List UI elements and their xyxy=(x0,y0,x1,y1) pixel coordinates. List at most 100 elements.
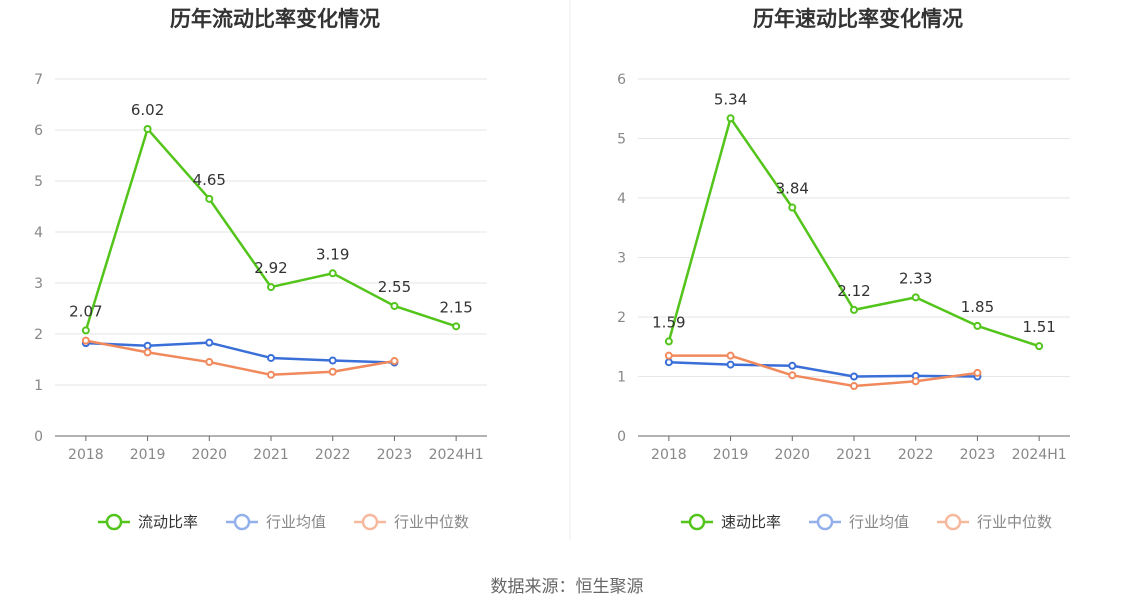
data-point xyxy=(726,360,735,369)
y-tick-label: 3 xyxy=(617,251,626,267)
data-point xyxy=(267,283,275,292)
data-point xyxy=(143,348,152,357)
data-point xyxy=(973,368,982,377)
data-point xyxy=(143,341,152,350)
data-label: 5.34 xyxy=(714,90,747,108)
data-label: 6.02 xyxy=(131,101,164,119)
legend-label: 行业均值 xyxy=(266,513,326,531)
data-point xyxy=(328,356,337,365)
data-label: 2.07 xyxy=(69,302,102,320)
data-label: 3.84 xyxy=(776,180,809,198)
legend-marker xyxy=(944,513,962,531)
series-行业中位数 xyxy=(664,351,982,391)
legend-label: 行业中位数 xyxy=(977,513,1052,531)
data-point xyxy=(726,351,735,360)
data-source-text: 数据来源：恒生聚源 xyxy=(491,577,644,597)
y-tick-label: 4 xyxy=(34,225,43,241)
legend-marker xyxy=(233,513,251,531)
data-point xyxy=(850,305,858,314)
legend-marker xyxy=(816,513,834,531)
y-tick-label: 2 xyxy=(34,327,43,343)
x-tick-label: 2021 xyxy=(836,447,872,463)
legend-item-行业中位数[interactable]: 行业中位数 xyxy=(937,513,1052,531)
data-point xyxy=(911,293,920,302)
data-point xyxy=(452,322,461,331)
data-point xyxy=(788,371,797,380)
data-label: 1.85 xyxy=(961,298,994,316)
data-label: 2.15 xyxy=(439,298,472,316)
data-point xyxy=(788,361,797,370)
data-point xyxy=(664,358,673,367)
data-point xyxy=(973,321,982,330)
legend-item-行业均值[interactable]: 行业均值 xyxy=(226,513,326,531)
data-point xyxy=(911,377,920,386)
legend-item-速动比率[interactable]: 速动比率 xyxy=(681,513,781,531)
data-point xyxy=(788,203,797,212)
x-tick-label: 2024H1 xyxy=(1012,447,1067,463)
data-point xyxy=(267,353,275,362)
x-tick-label: 2018 xyxy=(68,447,104,463)
legend-item-流动比率[interactable]: 流动比率 xyxy=(98,513,198,531)
x-tick-label: 2023 xyxy=(960,447,996,463)
x-tick-label: 2018 xyxy=(651,447,687,463)
data-point xyxy=(205,194,214,203)
x-tick-label: 2023 xyxy=(377,447,413,463)
data-point xyxy=(205,358,214,367)
chart-title: 历年流动比率变化情况 xyxy=(170,7,380,31)
data-label: 1.51 xyxy=(1022,318,1055,336)
y-tick-label: 4 xyxy=(617,191,626,207)
legend-label: 行业均值 xyxy=(849,513,909,531)
data-label: 2.92 xyxy=(254,259,287,277)
data-label: 1.59 xyxy=(652,313,685,331)
data-label: 2.12 xyxy=(837,282,870,300)
series-流动比率: 2.07 6.02 4.65 2.92 3.19 2.55 2.15 xyxy=(69,101,473,335)
x-tick-label: 2020 xyxy=(774,447,810,463)
y-tick-label: 6 xyxy=(34,123,43,139)
y-tick-label: 0 xyxy=(34,429,43,445)
x-tick-label: 2022 xyxy=(315,447,351,463)
chart-legend: 速动比率 行业均值 行业中位数 xyxy=(681,513,1052,531)
legend-marker xyxy=(105,513,123,531)
series-line xyxy=(85,339,395,377)
series-速动比率: 1.59 5.34 3.84 2.12 2.33 1.85 1.51 xyxy=(652,90,1056,351)
x-tick-label: 2020 xyxy=(191,447,227,463)
x-tick-label: 2019 xyxy=(130,447,166,463)
data-point xyxy=(1035,342,1044,351)
series-line xyxy=(668,360,978,378)
y-tick-label: 1 xyxy=(34,378,43,394)
x-tick-label: 2024H1 xyxy=(429,447,484,463)
data-point xyxy=(328,367,337,376)
legend-label: 行业中位数 xyxy=(394,513,469,531)
data-point xyxy=(850,372,858,381)
y-tick-label: 0 xyxy=(617,429,626,445)
series-line xyxy=(85,341,395,364)
quick-ratio-chart: 历年速动比率变化情况 0 1 2 3 4 5 6 2018 2019 2020 2021 2022 202… xyxy=(617,7,1070,531)
series-行业均值 xyxy=(81,338,399,367)
legend-label: 速动比率 xyxy=(721,513,781,531)
data-point xyxy=(328,269,337,278)
data-point xyxy=(664,337,673,346)
legend-marker xyxy=(688,513,706,531)
legend-label: 流动比率 xyxy=(138,513,198,531)
y-tick-label: 1 xyxy=(617,370,626,386)
data-label: 3.19 xyxy=(316,245,349,263)
data-point xyxy=(143,124,152,133)
series-line xyxy=(84,127,457,331)
series-行业中位数 xyxy=(81,336,399,379)
legend-item-行业中位数[interactable]: 行业中位数 xyxy=(354,513,469,531)
data-point xyxy=(850,382,858,391)
chart-title: 历年速动比率变化情况 xyxy=(753,7,963,31)
data-point xyxy=(664,351,673,360)
data-point xyxy=(81,326,90,335)
data-point xyxy=(390,301,399,310)
y-tick-label: 3 xyxy=(34,276,43,292)
data-label: 2.55 xyxy=(378,278,411,296)
x-tick-label: 2019 xyxy=(713,447,749,463)
series-line xyxy=(668,354,978,388)
x-tick-label: 2021 xyxy=(253,447,289,463)
data-label: 4.65 xyxy=(193,171,226,189)
current-ratio-chart: 历年流动比率变化情况 0 1 2 3 4 5 6 7 2018 2019 2020 2021 2022 20… xyxy=(34,7,487,531)
data-point xyxy=(205,338,214,347)
legend-item-行业均值[interactable]: 行业均值 xyxy=(809,513,909,531)
